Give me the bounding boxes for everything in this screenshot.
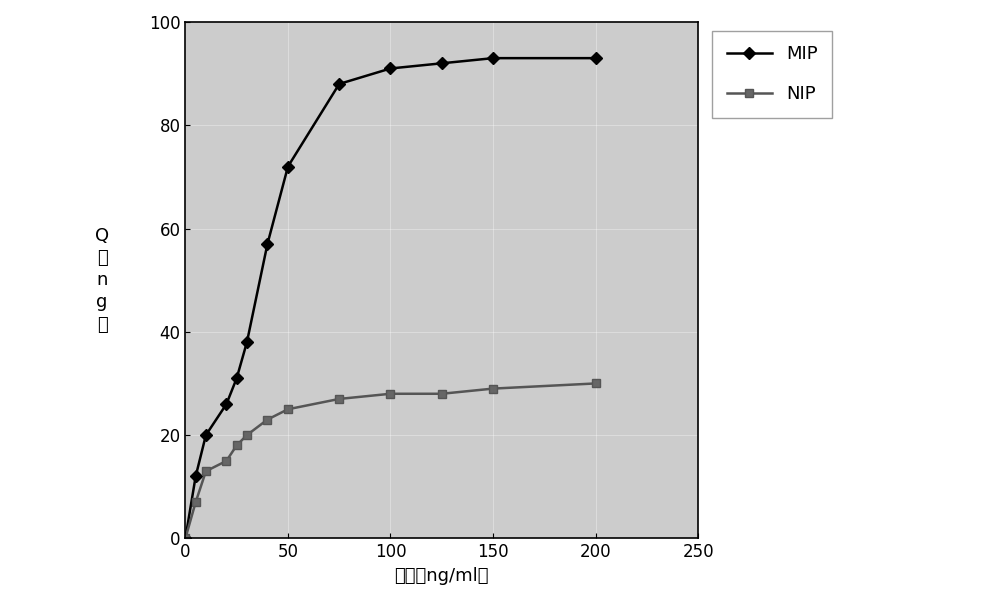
NIP [436,390,448,397]
MIP [220,400,232,408]
Line: NIP: NIP [181,379,600,542]
MIP [487,54,499,62]
MIP [231,375,243,382]
MIP [333,80,345,88]
NIP [333,395,345,403]
NIP [282,406,294,413]
MIP [241,338,253,346]
NIP [220,457,232,465]
MIP [282,163,294,170]
NIP [190,499,202,506]
NIP [231,442,243,449]
MIP [590,54,602,62]
NIP [487,385,499,392]
MIP [200,431,212,439]
MIP [179,535,191,542]
NIP [590,380,602,387]
MIP [261,241,273,248]
MIP [436,59,448,67]
NIP [179,535,191,542]
NIP [200,468,212,475]
Line: MIP: MIP [181,54,600,542]
MIP [190,472,202,480]
NIP [384,390,396,397]
NIP [261,416,273,424]
Legend: MIP, NIP: MIP, NIP [712,31,832,118]
NIP [241,431,253,439]
X-axis label: 浓度（ng/ml）: 浓度（ng/ml） [395,567,489,584]
Text: Q
（
n
g
）: Q （ n g ） [95,227,109,334]
MIP [384,65,396,72]
